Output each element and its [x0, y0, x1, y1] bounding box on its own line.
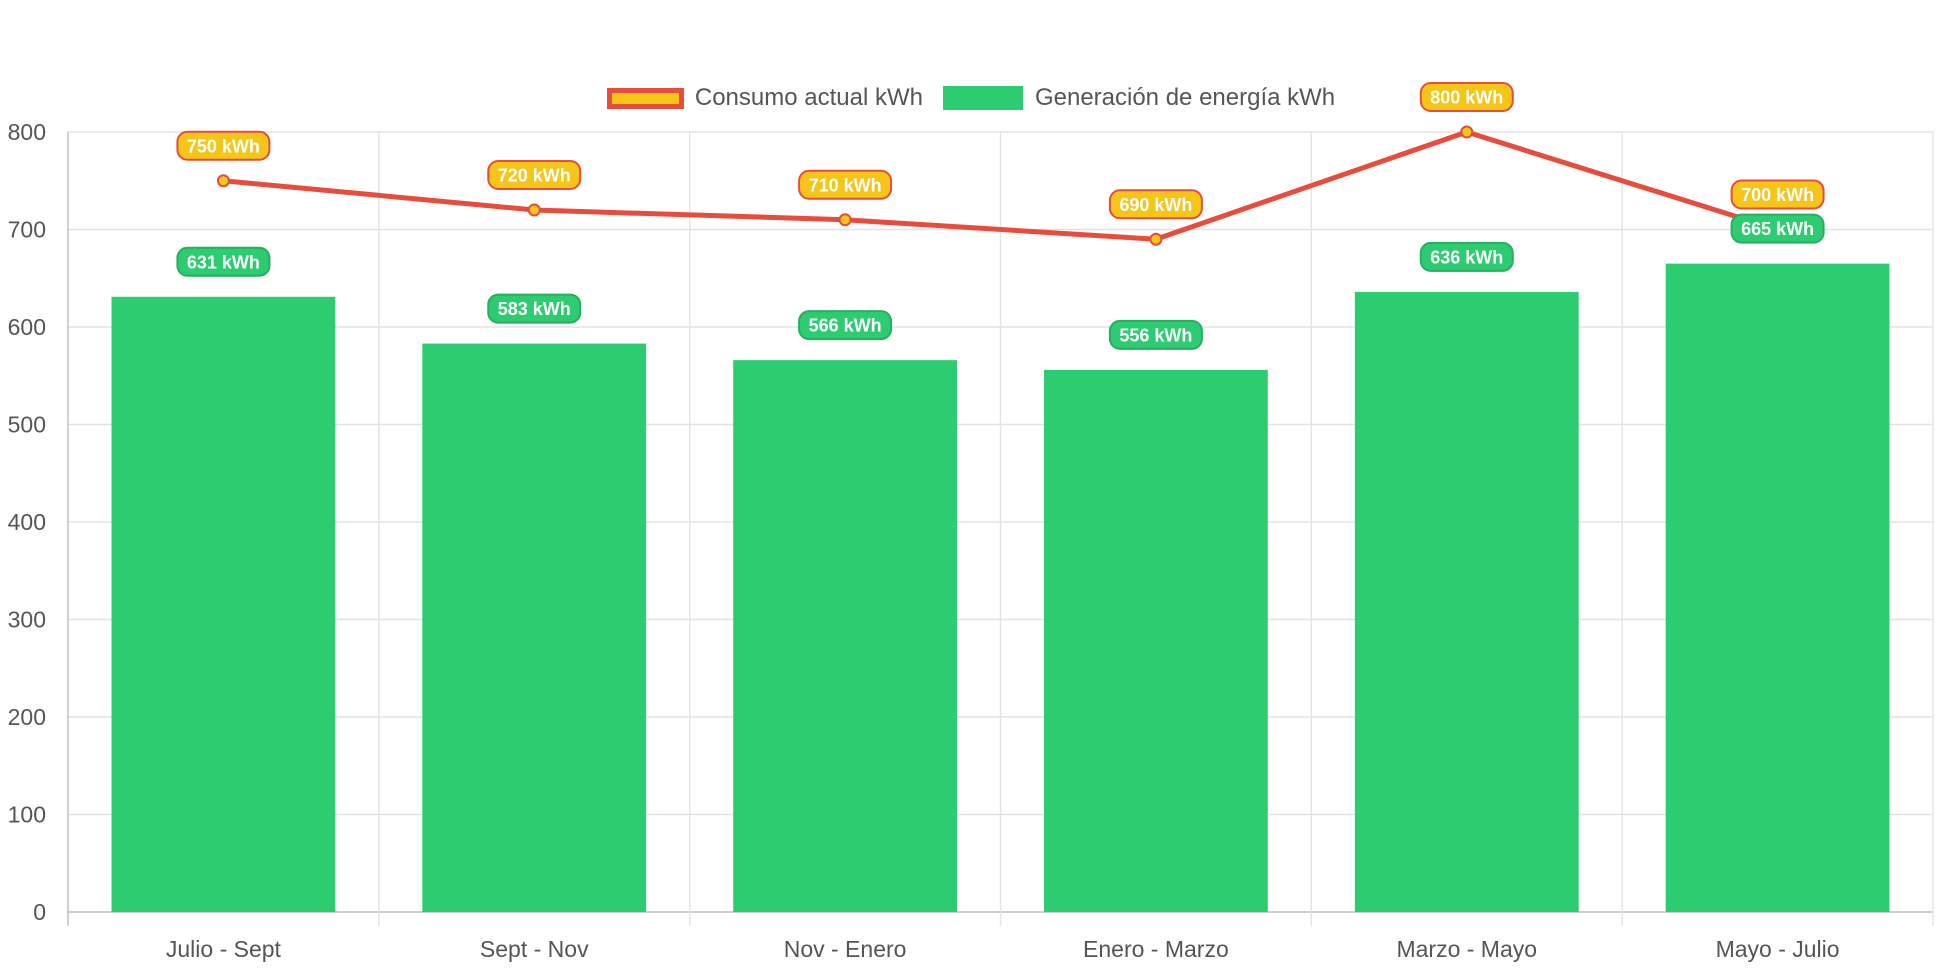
bar-data-label: 665 kWh: [1741, 219, 1814, 239]
bar-data-label: 631 kWh: [187, 252, 260, 272]
bar: [1044, 369, 1268, 912]
y-tick-label: 200: [8, 704, 46, 730]
bar-data-label-bg: [798, 310, 893, 341]
x-tick-label: Marzo - Mayo: [1396, 936, 1537, 962]
y-tick-label: 400: [8, 509, 46, 535]
line-data-label: 750 kWh: [187, 136, 260, 156]
line-data-label: 690 kWh: [1119, 195, 1192, 215]
line-data-label-bg: [1730, 179, 1825, 210]
bar-data-label-bg: [176, 246, 271, 277]
legend-swatch-consumo: [606, 87, 684, 109]
bar-data-label-bg: [1108, 319, 1203, 350]
y-tick-label: 300: [8, 607, 46, 633]
y-tick-label: 800: [8, 119, 46, 145]
bar-data-label: 566 kWh: [809, 316, 882, 336]
line-point: [1460, 125, 1474, 139]
legend-item-consumo[interactable]: Consumo actual kWh: [606, 84, 923, 112]
legend-swatch-generacion: [942, 86, 1023, 110]
bar-data-label: 556 kWh: [1119, 325, 1192, 345]
bar: [733, 360, 957, 912]
line-data-label-bg: [1419, 82, 1514, 112]
line-point: [216, 174, 230, 188]
line-data-label: 710 kWh: [809, 175, 882, 195]
line-data-label: 700 kWh: [1741, 185, 1814, 205]
bar-data-label: 583 kWh: [498, 299, 571, 319]
line-data-label-bg: [176, 130, 271, 161]
x-tick-label: Sept - Nov: [480, 936, 589, 962]
bar: [422, 343, 647, 912]
line-data-label: 800 kWh: [1430, 88, 1503, 108]
legend: Consumo actual kWh Generación de energía…: [0, 84, 1942, 112]
bar-data-label-bg: [1730, 213, 1825, 244]
legend-label-generacion: Generación de energía kWh: [1034, 84, 1336, 111]
series-line-consumo: [223, 129, 1779, 242]
x-tick-label: Mayo - Julio: [1716, 936, 1840, 962]
line-point: [1149, 232, 1163, 246]
bar-data-label: 636 kWh: [1430, 247, 1503, 267]
bar: [1665, 263, 1890, 912]
line-data-label-bg: [1108, 189, 1203, 220]
line-point: [527, 203, 541, 217]
legend-item-generacion[interactable]: Generación de energía kWh: [942, 84, 1336, 112]
line-data-label-bg: [798, 169, 893, 200]
y-tick-label: 100: [8, 802, 46, 828]
x-tick-label: Nov - Enero: [784, 936, 907, 962]
line-data-label: 720 kWh: [498, 166, 571, 186]
y-tick-label: 600: [8, 314, 46, 340]
line-point: [838, 213, 852, 227]
legend-label-consumo: Consumo actual kWh: [694, 84, 923, 111]
bar-data-label-bg: [1419, 241, 1514, 272]
x-tick-label: Julio - Sept: [166, 936, 282, 962]
line-data-label-bg: [487, 160, 582, 190]
y-tick-label: 700: [8, 217, 46, 243]
bar: [1354, 291, 1579, 912]
y-tick-label: 500: [8, 412, 46, 438]
bar-data-label-bg: [487, 293, 582, 324]
x-tick-label: Enero - Marzo: [1083, 936, 1229, 962]
y-tick-label: 0: [33, 899, 46, 925]
bar: [111, 296, 336, 912]
